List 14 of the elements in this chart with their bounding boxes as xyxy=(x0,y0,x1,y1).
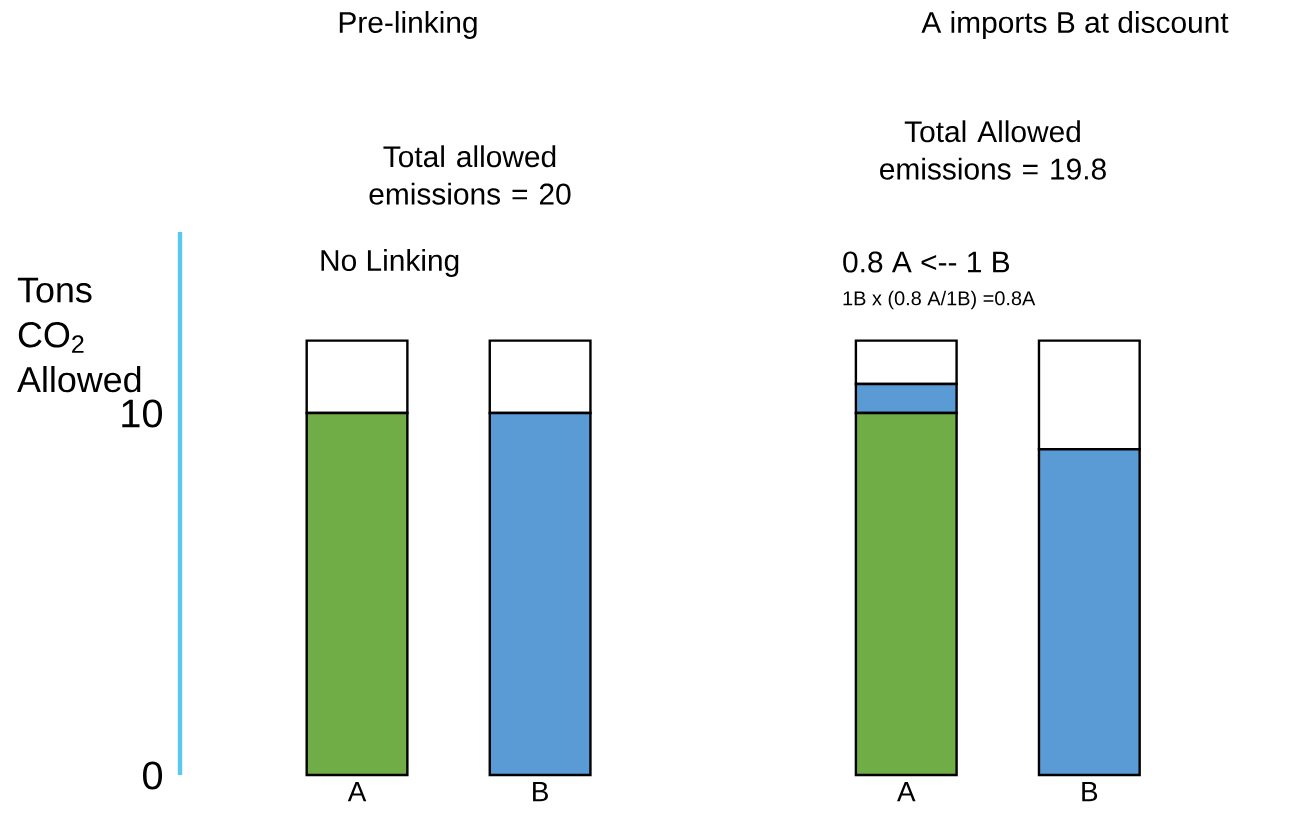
text: Total allowed emissions = 20 xyxy=(369,145,571,205)
annotation: 1B x (0.8 A/1B) =0.8A xyxy=(843,290,1036,310)
x-tick-label: B xyxy=(1082,782,1098,802)
annotation: No Linking xyxy=(321,249,459,277)
x-tick-label: A xyxy=(347,782,367,802)
x-tick-label: A xyxy=(897,782,916,802)
text: Pre-linking xyxy=(339,11,477,39)
y-tick-label: 10 xyxy=(122,399,163,428)
text: Total Allowed emissions = 19.8 xyxy=(880,120,1106,180)
y-axis-title: Tons CO$_{2}$ Allowed xyxy=(17,277,141,393)
y-tick-label: 0 xyxy=(143,761,163,790)
annotation: 0.8 A <-- 1 B xyxy=(843,251,1010,273)
x-tick-label: B xyxy=(533,782,548,802)
text: A imports B at discount xyxy=(921,11,1229,39)
